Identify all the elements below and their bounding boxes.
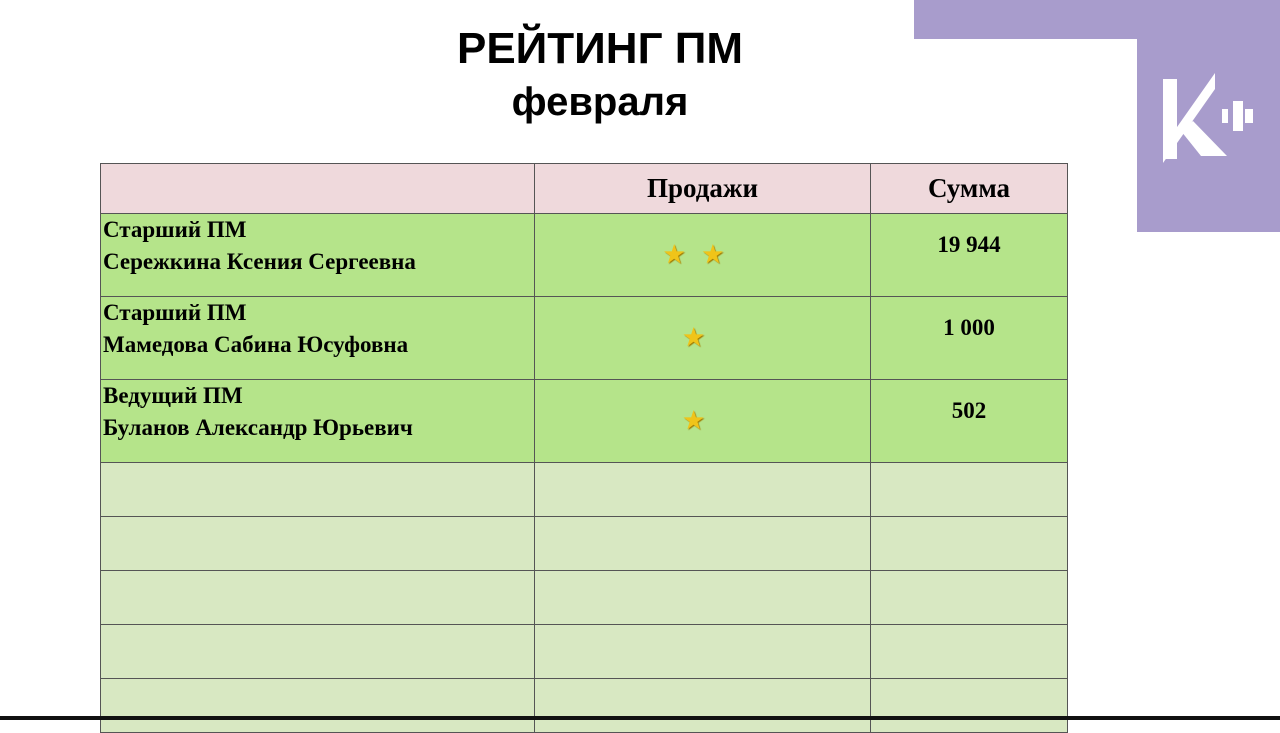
bottom-border bbox=[0, 716, 1280, 720]
empty-cell bbox=[534, 678, 871, 733]
rating-table: Продажи Сумма Старший ПМ Сережкина Ксения… bbox=[100, 163, 1068, 733]
table-row: Старший ПМ Мамедова Сабина Юсуфовна ★ 1 0… bbox=[100, 296, 1068, 380]
employee-cell: Ведущий ПМ Буланов Александр Юрьевич bbox=[100, 379, 535, 463]
employee-role: Старший ПМ bbox=[103, 300, 247, 325]
table-row: Ведущий ПМ Буланов Александр Юрьевич ★ 50… bbox=[100, 379, 1068, 463]
empty-row bbox=[100, 570, 1068, 625]
empty-cell bbox=[870, 678, 1068, 733]
employee-role: Старший ПМ bbox=[103, 217, 247, 242]
logo-icon bbox=[1163, 73, 1253, 163]
decor-bar-top bbox=[914, 0, 1280, 39]
employee-cell: Старший ПМ Мамедова Сабина Юсуфовна bbox=[100, 296, 535, 380]
sum-cell: 502 bbox=[870, 379, 1068, 463]
page-subtitle: февраля bbox=[511, 80, 689, 124]
empty-cell bbox=[534, 570, 871, 625]
empty-row bbox=[100, 624, 1068, 679]
empty-cell bbox=[100, 516, 535, 571]
employee-name: Буланов Александр Юрьевич bbox=[103, 415, 413, 440]
header-sales: Продажи bbox=[534, 163, 871, 214]
star-icon: ★★ bbox=[534, 213, 871, 297]
employee-name: Мамедова Сабина Юсуфовна bbox=[103, 332, 409, 357]
empty-cell bbox=[534, 516, 871, 571]
sum-cell: 19 944 bbox=[870, 213, 1068, 297]
empty-cell bbox=[870, 624, 1068, 679]
empty-cell bbox=[100, 624, 535, 679]
empty-row bbox=[100, 462, 1068, 517]
employee-role: Ведущий ПМ bbox=[103, 383, 243, 408]
empty-cell bbox=[534, 624, 871, 679]
header-name bbox=[100, 163, 535, 214]
star-icon: ★ bbox=[534, 296, 871, 380]
empty-row bbox=[100, 678, 1068, 733]
table-row: Старший ПМ Сережкина Ксения Сергеевна ★★ … bbox=[100, 213, 1068, 297]
empty-cell bbox=[870, 516, 1068, 571]
page-title: РЕЙТИНГ ПМ bbox=[456, 24, 744, 73]
empty-cell bbox=[100, 462, 535, 517]
logo-block bbox=[1137, 39, 1280, 232]
empty-cell bbox=[100, 570, 535, 625]
empty-cell bbox=[100, 678, 535, 733]
header-sum: Сумма bbox=[870, 163, 1068, 214]
sum-cell: 1 000 bbox=[870, 296, 1068, 380]
employee-name: Сережкина Ксения Сергеевна bbox=[103, 249, 416, 274]
employee-cell: Старший ПМ Сережкина Ксения Сергеевна bbox=[100, 213, 535, 297]
empty-cell bbox=[534, 462, 871, 517]
empty-cell bbox=[870, 462, 1068, 517]
empty-row bbox=[100, 516, 1068, 571]
table-header: Продажи Сумма bbox=[100, 163, 1068, 214]
star-icon: ★ bbox=[534, 379, 871, 463]
empty-cell bbox=[870, 570, 1068, 625]
